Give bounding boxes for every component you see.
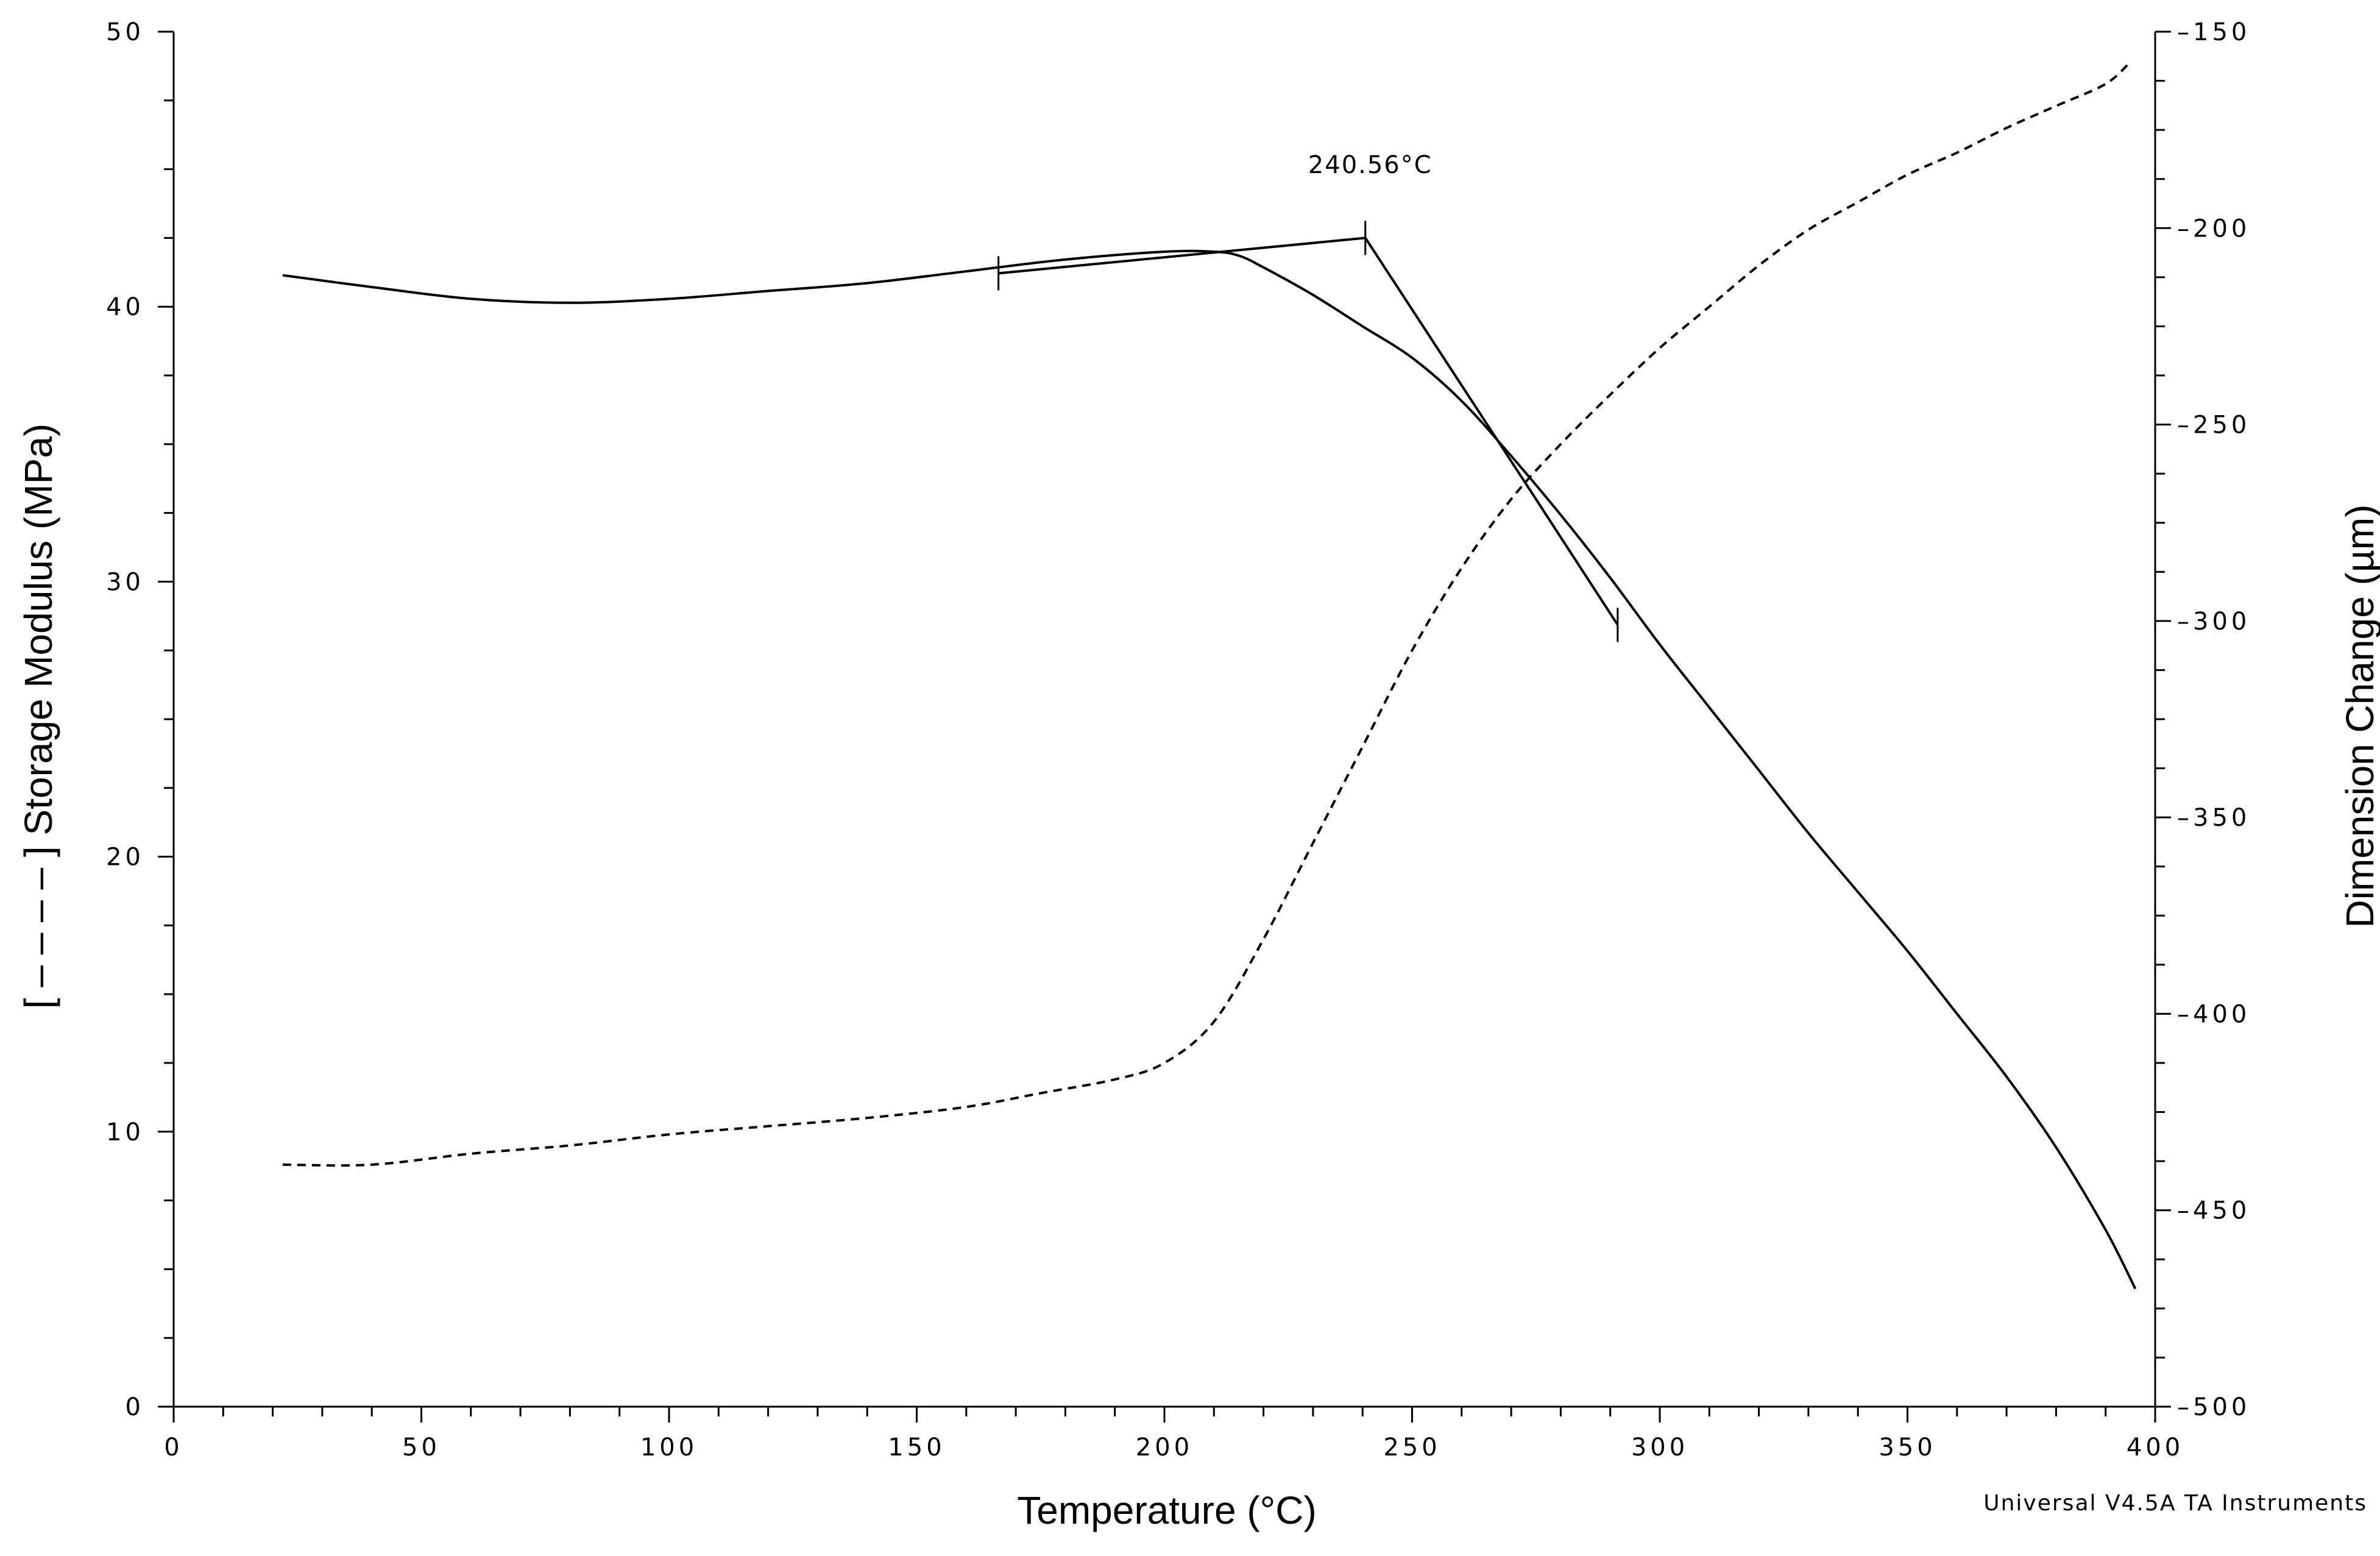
software-footer: Universal V4.5A TA Instruments	[1983, 1491, 2367, 1516]
x-axis-title: Temperature (°C)	[1017, 1488, 1317, 1532]
x-tick-label: 400	[2127, 1433, 2184, 1462]
y-right-tick-label: –250	[2177, 411, 2250, 439]
y-right-tick-label: –150	[2177, 18, 2250, 46]
x-axis-ticks: 0 50 100 150 200 250 300 350 400	[164, 1407, 2184, 1462]
y-left-tick-label: 30	[106, 568, 144, 596]
y-right-tick-label: –500	[2177, 1393, 2250, 1421]
y-left-axis-title: [ – – – – ] Storage Modulus (MPa)	[16, 424, 60, 1009]
x-tick-label: 50	[402, 1433, 441, 1462]
x-tick-label: 200	[1136, 1433, 1193, 1462]
storage-modulus-curve	[282, 61, 2131, 1167]
x-tick-label: 250	[1383, 1433, 1440, 1462]
y-left-tick-label: 10	[106, 1118, 144, 1146]
y-right-tick-label: –300	[2177, 608, 2250, 636]
x-tick-label: 300	[1631, 1433, 1688, 1462]
y-left-axis-ticks: 0 10 20 30 40 50	[106, 18, 174, 1421]
marker-layer	[997, 221, 1619, 642]
y-right-tick-label: –200	[2177, 215, 2250, 243]
onset-temperature-label: 240.56°C	[1308, 151, 1433, 179]
plot-frame	[172, 32, 2156, 1408]
y-left-tick-label: 0	[126, 1393, 144, 1421]
y-right-tick-label: –400	[2177, 1000, 2250, 1028]
y-left-tick-label: 40	[106, 293, 144, 321]
x-tick-label: 100	[640, 1433, 698, 1462]
onset-tangent-lines	[998, 236, 1619, 626]
x-tick-label: 150	[888, 1433, 945, 1462]
y-right-axis-ticks: –500 –450 –400 –350 –300 –250 –200 –150	[2155, 18, 2250, 1421]
y-right-axis-title: Dimension Change (µm)	[2338, 505, 2380, 928]
dimension-change-curve	[282, 249, 2137, 1290]
y-right-tick-label: –350	[2177, 804, 2250, 832]
y-right-tick-label: –450	[2177, 1197, 2250, 1225]
x-tick-label: 350	[1879, 1433, 1936, 1462]
y-left-tick-label: 50	[106, 18, 144, 46]
x-tick-label: 0	[164, 1433, 183, 1462]
series-layer	[282, 61, 2137, 1290]
y-left-tick-label: 20	[106, 844, 144, 872]
